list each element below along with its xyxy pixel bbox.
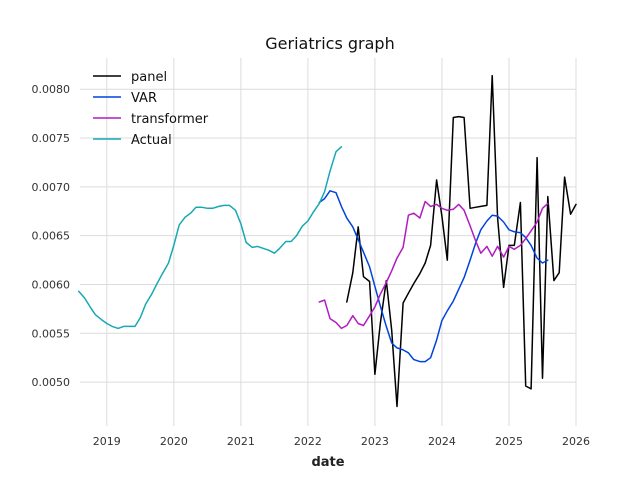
- y-tick-label: 0.0070: [32, 181, 71, 194]
- legend-label: panel: [131, 70, 167, 85]
- x-tick-label: 2025: [495, 435, 523, 448]
- x-tick-label: 2021: [227, 435, 255, 448]
- x-tick-label: 2023: [361, 435, 389, 448]
- y-tick-label: 0.0055: [32, 327, 71, 340]
- y-tick-label: 0.0050: [32, 376, 71, 389]
- y-axis: 0.0050 0.0055 0.0060 0.0065 0.0070 0.0075 0.00…: [32, 83, 71, 389]
- y-tick-label: 0.0075: [32, 132, 71, 145]
- x-tick-label: 2022: [294, 435, 322, 448]
- y-tick-label: 0.0080: [32, 83, 71, 96]
- y-tick-label: 0.0065: [32, 230, 71, 243]
- legend-label: Actual: [131, 133, 172, 148]
- x-tick-label: 2020: [160, 435, 188, 448]
- y-tick-label: 0.0060: [32, 278, 71, 291]
- x-tick-label: 2024: [428, 435, 456, 448]
- legend-label: transformer: [131, 112, 209, 127]
- legend-label: VAR: [131, 91, 157, 106]
- grid: [80, 58, 577, 426]
- series-group: [77, 74, 577, 408]
- series-line-panel: [346, 74, 577, 408]
- legend: panel VAR transformer Actual: [93, 70, 209, 148]
- series-line-transformer: [318, 200, 549, 330]
- x-axis-label: date: [311, 455, 344, 470]
- chart-title: Geriatrics graph: [265, 34, 394, 53]
- x-axis: 2019 2020 2021 2022 2023 2024 2025 2026: [93, 435, 590, 448]
- series-line-actual: [77, 146, 343, 330]
- x-tick-label: 2026: [562, 435, 590, 448]
- series-line-var: [318, 190, 549, 363]
- x-tick-label: 2019: [93, 435, 121, 448]
